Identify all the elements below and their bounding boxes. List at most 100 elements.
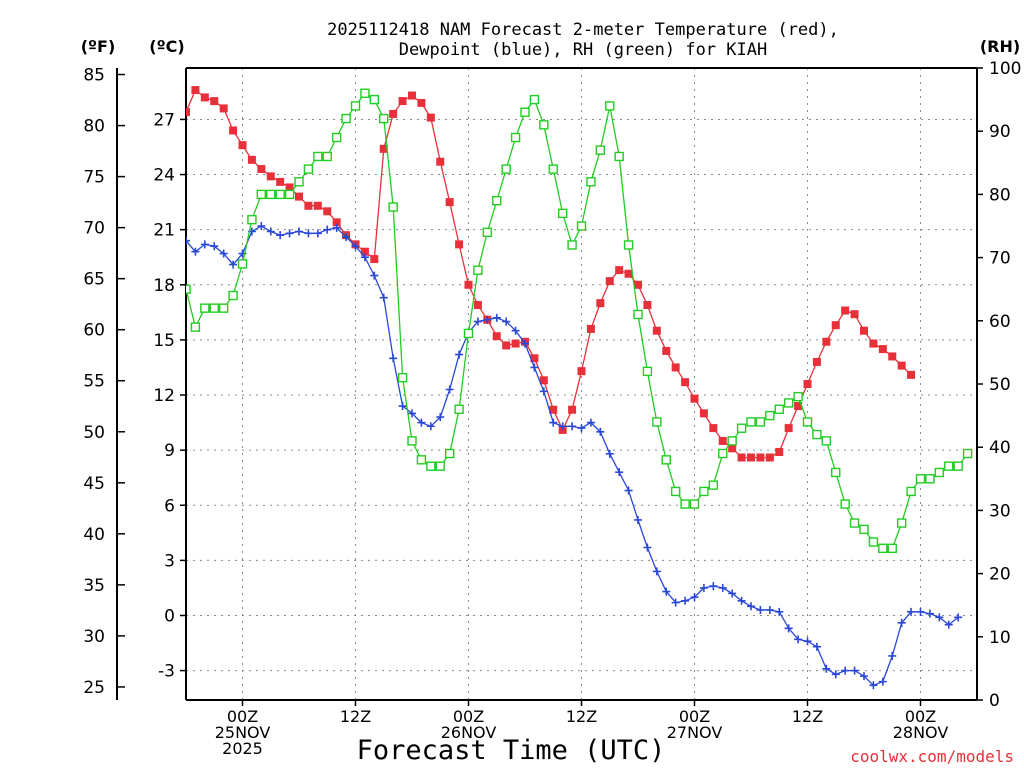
series-temperature: [186, 86, 916, 462]
celsius-tick-label: 24: [153, 166, 175, 186]
rh-point: [887, 543, 897, 554]
dewpoint-point: [737, 596, 746, 605]
fahrenheit-tick-label: 45: [83, 474, 105, 494]
dewpoint-point: [304, 229, 313, 238]
rh-point: [510, 132, 521, 143]
temperature-point: [897, 361, 906, 370]
temperature-point: [812, 357, 821, 366]
dewpoint-point: [860, 672, 868, 681]
dewpoint-point: [643, 543, 652, 552]
celsius-tick-label: 3: [164, 551, 175, 571]
rh-point: [331, 132, 342, 143]
dewpoint-point: [398, 402, 407, 411]
temperature-point: [473, 301, 482, 309]
dewpoint-point: [473, 317, 482, 326]
rh-point: [614, 151, 624, 162]
fahrenheit-tick-label: 35: [83, 576, 105, 596]
dewpoint-point: [935, 613, 944, 622]
rh-point: [925, 474, 935, 484]
dewpoint-point: [765, 605, 774, 614]
rh-point: [642, 366, 653, 377]
dewpoint-point: [869, 681, 878, 690]
rh-unit-label: (RH): [980, 37, 1020, 56]
temperature-point: [624, 269, 633, 278]
dewpoint-point: [511, 326, 520, 335]
dewpoint-point: [408, 409, 416, 418]
rh-point: [962, 448, 973, 459]
rh-point: [821, 436, 832, 446]
dewpoint-point: [568, 422, 577, 431]
rh-tick-label: 0: [989, 691, 1000, 711]
dewpoint-point: [747, 602, 755, 611]
x-tick-label: 12Z: [340, 707, 371, 726]
rh-point: [275, 189, 285, 200]
rh-point: [426, 461, 436, 471]
x-tick-label: 12Z: [792, 707, 823, 726]
dewpoint-point: [558, 422, 567, 431]
dewpoint-point: [445, 385, 454, 394]
rh-point: [322, 151, 332, 162]
rh-tick-label: 90: [989, 122, 1011, 142]
dewpoint-point: [285, 229, 294, 238]
temperature-point: [492, 332, 501, 341]
dewpoint-point: [822, 664, 831, 673]
rh-point: [520, 107, 530, 117]
dewpoint-point: [699, 583, 708, 592]
rh-tick-label: 70: [989, 249, 1011, 269]
rh-point: [266, 189, 276, 200]
dewpoint-point: [615, 468, 624, 477]
rh-point: [454, 404, 464, 414]
temperature-point: [634, 280, 642, 289]
rh-point: [567, 240, 577, 250]
rh-point: [736, 423, 747, 433]
rh-point: [284, 189, 295, 200]
dewpoint-point: [803, 637, 812, 646]
celsius-tick-label: 9: [164, 441, 175, 461]
fahrenheit-tick-label: 60: [83, 321, 105, 341]
rh-point: [605, 101, 615, 111]
dewpoint-point: [728, 589, 737, 598]
rh-point: [388, 202, 398, 212]
dewpoint-point: [389, 354, 398, 363]
dewpoint-point: [954, 613, 963, 622]
rh-point: [765, 410, 775, 421]
rh-point: [699, 486, 709, 497]
dewpoint-point: [916, 607, 925, 616]
dewpoint-point: [342, 233, 351, 242]
fahrenheit-tick-label: 40: [83, 525, 105, 545]
series-line: [186, 92, 969, 549]
dewpoint-point: [671, 598, 680, 607]
dewpoint-point: [812, 642, 821, 651]
dewpoint-point: [756, 605, 765, 614]
rh-point: [539, 120, 549, 130]
rh-point: [953, 461, 963, 471]
dewpoint-point: [662, 587, 671, 596]
x-tick-label: 2025: [222, 739, 263, 758]
rh-point: [802, 417, 813, 427]
dewpoint-point: [455, 350, 464, 359]
dewpoint-point: [379, 293, 388, 302]
dewpoint-point: [332, 223, 341, 232]
x-tick-label: 12Z: [566, 707, 597, 726]
temperature-point: [426, 113, 435, 122]
celsius-tick-label: 6: [164, 496, 175, 516]
temperature-point: [888, 352, 897, 361]
series-dewpoint: [186, 222, 963, 690]
temperature-point: [784, 424, 793, 433]
rh-point: [670, 486, 681, 497]
temperature-point: [238, 141, 247, 150]
rh-tick-label: 40: [989, 438, 1011, 458]
temperature-point: [737, 453, 746, 462]
temperature-point: [304, 201, 313, 210]
dewpoint-point: [784, 624, 793, 633]
dewpoint-point: [549, 418, 558, 427]
rh-point: [303, 164, 314, 174]
rh-point: [209, 303, 219, 313]
dewpoint-point: [831, 670, 840, 679]
fahrenheit-tick-label: 55: [83, 372, 105, 392]
temperature-point: [408, 91, 416, 100]
temperature-point: [681, 378, 690, 387]
temperature-point: [756, 453, 765, 462]
temperature-point: [285, 183, 294, 192]
rh-point: [369, 94, 380, 105]
